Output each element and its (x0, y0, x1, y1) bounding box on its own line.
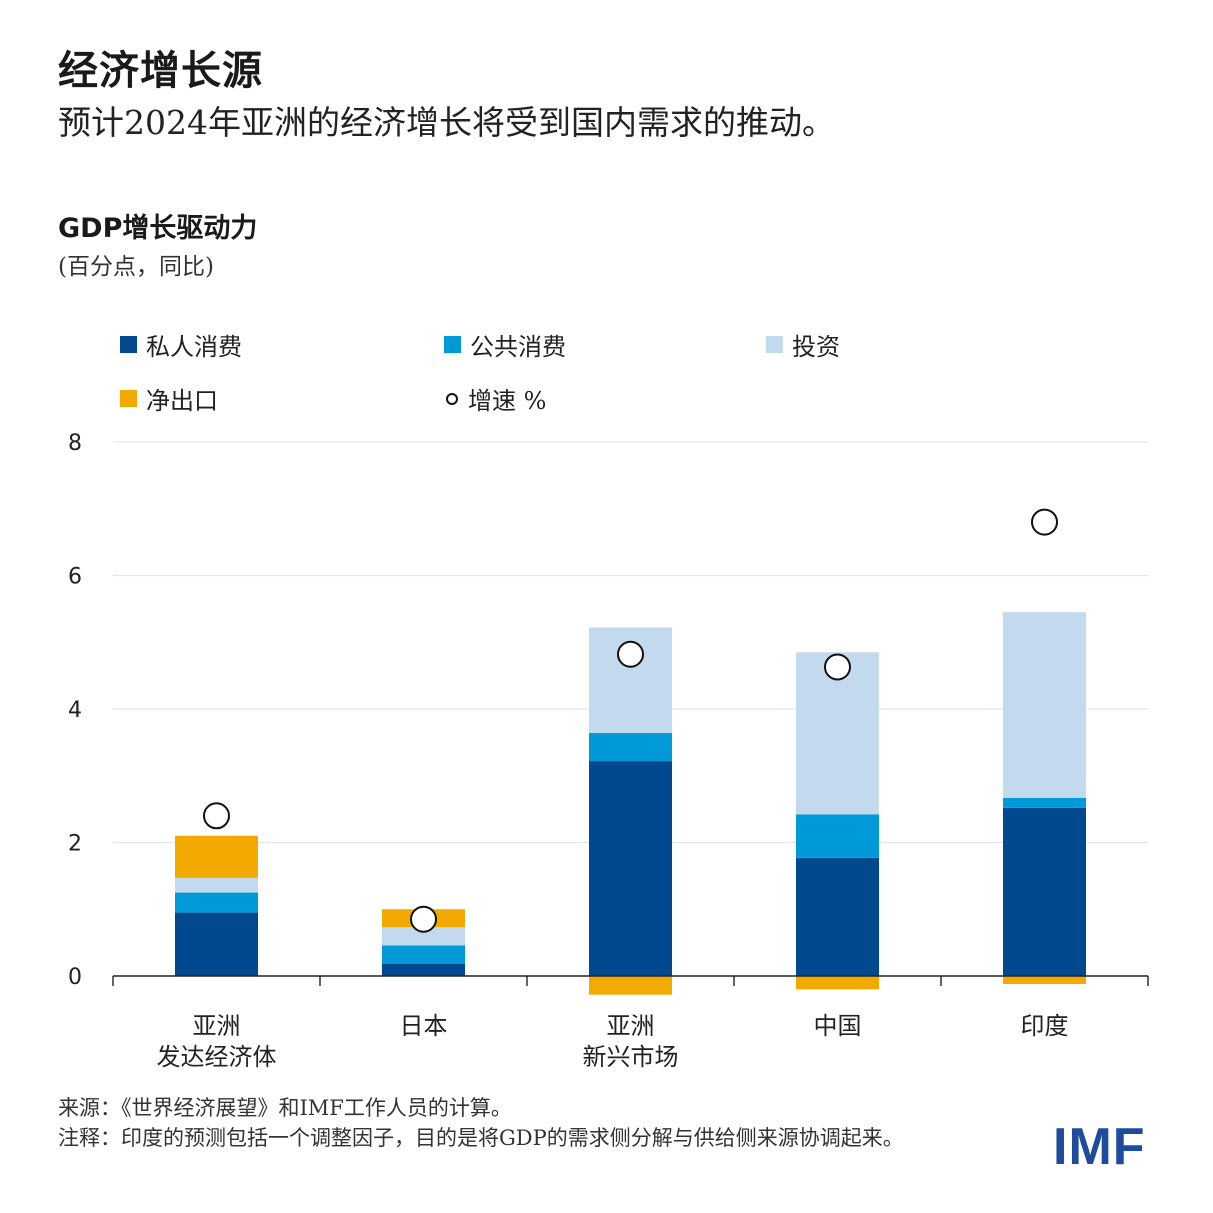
bar-segment (1003, 976, 1086, 985)
page-title: 经济增长源 (58, 48, 263, 94)
bar-segment (1003, 797, 1086, 808)
legend-swatch-private-consumption (120, 336, 137, 353)
bar-segment (382, 945, 465, 964)
x-tick-label: 日本 (400, 1012, 448, 1040)
bar-segment (589, 761, 672, 976)
chart-unit: (百分点，同比) (58, 254, 214, 280)
footer-note: 注释：印度的预测包括一个调整因子，目的是将GDP的需求侧分解与供给侧来源协调起来… (58, 1126, 904, 1150)
page-subtitle: 预计2024年亚洲的经济增长将受到国内需求的推动。 (58, 103, 835, 142)
legend-label-investment: 投资 (792, 333, 840, 361)
legend-label-private-consumption: 私人消费 (146, 333, 242, 361)
legend-swatch-public-consumption (444, 336, 461, 353)
legend-label-net-exports: 净出口 (146, 387, 218, 415)
bar-segment (175, 892, 258, 913)
bar-segment (175, 877, 258, 893)
bar-segment (175, 912, 258, 976)
y-tick-label: 8 (68, 431, 82, 456)
bar-segment (589, 733, 672, 762)
growth-marker (410, 905, 437, 933)
footer-source: 来源：《世界经济展望》和IMF工作人员的计算。 (58, 1096, 512, 1120)
legend-swatch-growth (446, 392, 458, 405)
y-tick-label: 2 (68, 832, 82, 857)
legend-swatch-investment (766, 336, 783, 353)
bar-segment (382, 927, 465, 946)
x-tick-label: 中国 (814, 1012, 862, 1040)
bar-segment (796, 976, 879, 990)
x-tick-label: 亚洲发达经济体 (157, 1012, 277, 1071)
imf-logo: IMF (1053, 1118, 1146, 1176)
legend-item-private-consumption: 私人消费 (120, 327, 242, 362)
y-tick-label: 4 (68, 698, 82, 723)
legend-item-public-consumption: 公共消费 (444, 327, 566, 362)
y-tick-label: 6 (68, 565, 82, 590)
bar-segment (589, 976, 672, 995)
bar-segment (796, 857, 879, 976)
y-tick-label: 0 (68, 965, 82, 990)
bar-segment (796, 814, 879, 858)
legend-item-growth: 增速 % (446, 381, 546, 416)
legend-item-investment: 投资 (766, 327, 840, 362)
x-tick-label: 亚洲新兴市场 (583, 1012, 679, 1071)
legend-label-public-consumption: 公共消费 (470, 333, 566, 361)
growth-marker (824, 653, 851, 681)
bar-segment (1003, 807, 1086, 976)
legend-swatch-net-exports (120, 390, 137, 407)
legend-item-net-exports: 净出口 (120, 381, 218, 416)
growth-marker (203, 802, 230, 830)
bar-segment (175, 835, 258, 878)
legend-label-growth: 增速 % (468, 387, 547, 415)
chart-title: GDP增长驱动力 (58, 213, 258, 244)
bar-segment (1003, 612, 1086, 798)
bar-segment (382, 963, 465, 976)
growth-marker (1031, 508, 1058, 536)
growth-marker (617, 640, 644, 668)
x-tick-label: 印度 (1021, 1012, 1069, 1040)
